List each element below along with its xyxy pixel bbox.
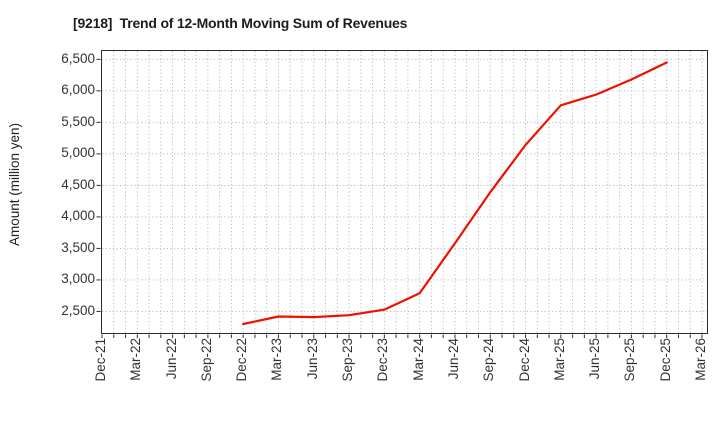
y-tick-label: 2,500 xyxy=(61,302,95,318)
y-tick-label: 6,000 xyxy=(61,82,95,98)
tick-marks xyxy=(96,58,703,338)
y-tick-label: 6,500 xyxy=(61,50,95,66)
x-tick-label: Dec-22 xyxy=(234,338,250,382)
y-tick-label: 3,500 xyxy=(61,239,95,255)
x-tick-label: Mar-24 xyxy=(410,338,426,381)
x-tick-label: Mar-25 xyxy=(551,338,567,381)
x-tick-label: Dec-24 xyxy=(516,338,532,382)
y-tick-label: 5,000 xyxy=(61,145,95,161)
x-tick-label: Sep-24 xyxy=(481,338,497,382)
y-tick-label: 5,500 xyxy=(61,113,95,129)
y-tick-label: 4,500 xyxy=(61,176,95,192)
chart-title: [9218] Trend of 12-Month Moving Sum of R… xyxy=(73,15,408,31)
x-tick-label: Jun-25 xyxy=(587,338,603,380)
revenue-line xyxy=(242,61,668,326)
x-tick-label: Jun-23 xyxy=(304,338,320,380)
x-tick-label: Jun-24 xyxy=(445,338,461,380)
gridlines xyxy=(102,51,707,333)
x-tick-label: Mar-26 xyxy=(693,338,708,381)
x-tick-label: Sep-25 xyxy=(622,338,638,382)
x-tick-label: Dec-21 xyxy=(93,338,108,382)
x-tick-label: Jun-22 xyxy=(163,338,179,380)
plot-area xyxy=(96,50,708,338)
x-tick-label: Dec-25 xyxy=(657,338,673,382)
chart-svg xyxy=(96,51,707,338)
x-tick-label: Sep-22 xyxy=(198,338,214,382)
y-axis-label: Amount (million yen) xyxy=(7,123,22,247)
y-tick-label: 3,000 xyxy=(61,271,95,287)
x-tick-label: Dec-23 xyxy=(375,338,391,382)
x-tick-label: Mar-22 xyxy=(128,338,144,381)
x-tick-label: Mar-23 xyxy=(269,338,285,381)
y-tick-label: 4,000 xyxy=(61,208,95,224)
x-tick-label: Sep-23 xyxy=(340,338,356,382)
